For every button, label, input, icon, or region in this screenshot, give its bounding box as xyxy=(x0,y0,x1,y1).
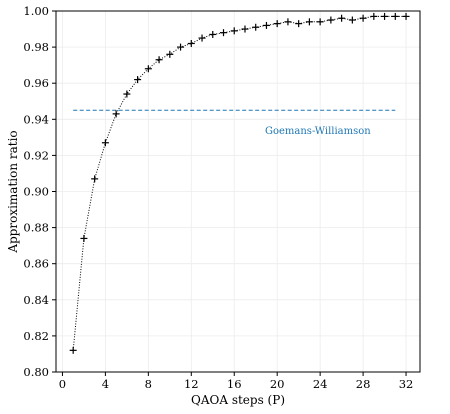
x-tick-label: 20 xyxy=(270,377,285,391)
data-point xyxy=(144,65,152,73)
data-point xyxy=(241,25,249,33)
data-point xyxy=(381,12,389,20)
y-tick-label: 0.82 xyxy=(23,329,49,343)
data-point xyxy=(187,39,195,47)
y-tick-label: 0.98 xyxy=(23,40,49,54)
data-point xyxy=(295,20,303,28)
data-point xyxy=(402,12,410,20)
y-tick-label: 0.84 xyxy=(23,293,49,307)
x-tick-label: 16 xyxy=(227,377,242,391)
data-point xyxy=(198,34,206,42)
data-point xyxy=(101,139,109,147)
x-axis-label: QAOA steps (P) xyxy=(191,393,285,407)
data-point xyxy=(327,16,335,24)
x-axis: 0 4 8 12 16 20 24 28 32 xyxy=(59,372,414,391)
data-point xyxy=(230,27,238,35)
data-point xyxy=(338,14,346,22)
data-point xyxy=(177,43,185,51)
series-group xyxy=(69,12,410,354)
data-point xyxy=(252,23,260,31)
data-point xyxy=(316,18,324,26)
data-point xyxy=(134,76,142,84)
data-point xyxy=(305,18,313,26)
x-tick-label: 24 xyxy=(313,377,328,391)
data-point xyxy=(220,29,228,37)
data-point xyxy=(112,110,120,118)
y-tick-label: 1.00 xyxy=(23,4,49,18)
series-line xyxy=(72,15,406,351)
data-point xyxy=(273,20,281,28)
x-tick-label: 32 xyxy=(399,377,414,391)
y-tick-label: 0.86 xyxy=(23,257,49,271)
data-point xyxy=(348,16,356,24)
y-tick-label: 0.80 xyxy=(23,365,49,379)
data-point xyxy=(209,30,217,38)
y-tick-label: 0.96 xyxy=(23,76,49,90)
goemans-williamson-label: Goemans-Williamson xyxy=(265,126,371,137)
x-tick-label: 8 xyxy=(145,377,152,391)
data-point xyxy=(370,12,378,20)
data-point xyxy=(155,56,163,64)
data-point xyxy=(166,50,174,58)
grid xyxy=(56,10,420,373)
y-tick-label: 0.90 xyxy=(23,185,49,199)
x-tick-label: 12 xyxy=(184,377,199,391)
x-tick-label: 28 xyxy=(356,377,371,391)
data-point xyxy=(262,21,270,29)
data-point xyxy=(359,14,367,22)
x-tick-label: 0 xyxy=(59,377,66,391)
data-point xyxy=(80,234,88,242)
y-axis: 0.80 0.82 0.84 0.86 0.88 0.90 0.92 0.94 0.96 0.98… xyxy=(23,4,56,379)
data-point xyxy=(91,175,99,183)
y-tick-label: 0.88 xyxy=(23,221,49,235)
x-tick-label: 4 xyxy=(102,377,109,391)
y-tick-label: 0.92 xyxy=(23,148,49,162)
data-point xyxy=(391,12,399,20)
y-axis-label: Approximation ratio xyxy=(6,130,20,253)
y-tick-label: 0.94 xyxy=(23,112,49,126)
data-point xyxy=(69,346,77,354)
data-point xyxy=(123,90,131,98)
data-point xyxy=(284,18,292,26)
